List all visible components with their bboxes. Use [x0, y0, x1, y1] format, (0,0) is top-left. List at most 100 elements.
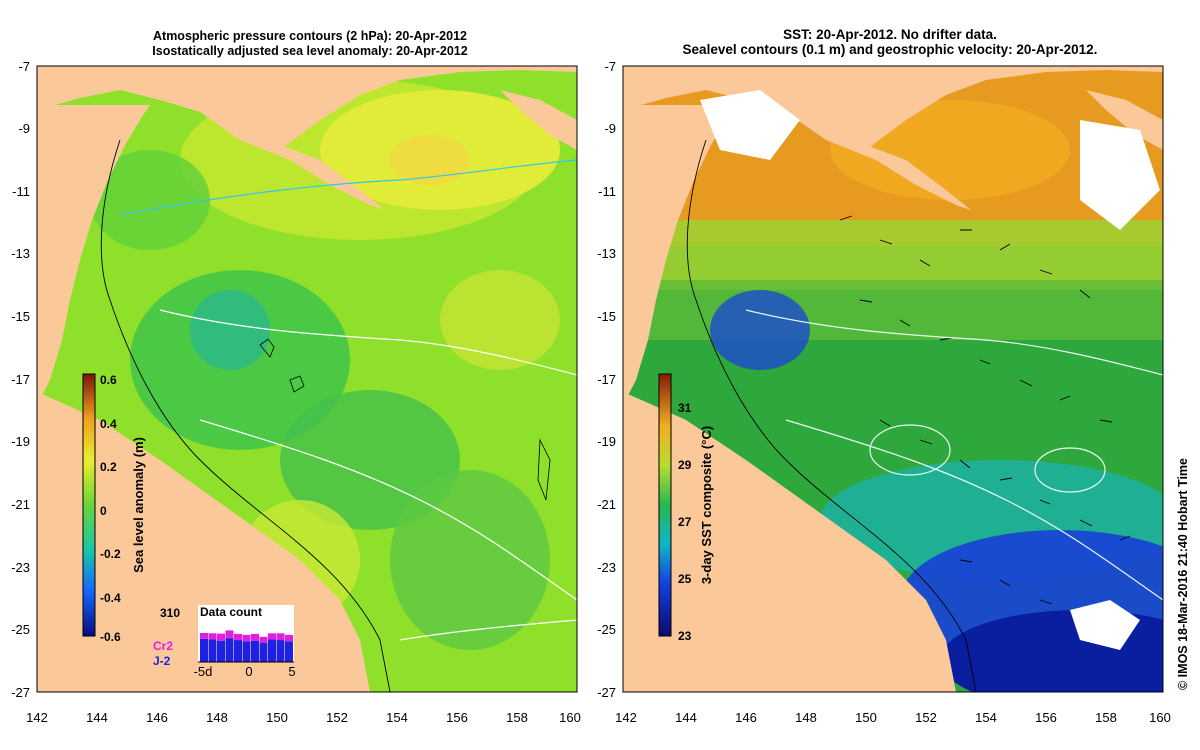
lon-tick: 146 — [735, 710, 757, 725]
imos-credit: © IMOS 18-Mar-2016 21:40 Hobart Time — [1176, 458, 1190, 690]
colorbar-tick: -0.4 — [100, 591, 121, 605]
bar-j2 — [208, 639, 217, 662]
data-count-xtick: 5 — [288, 664, 295, 679]
right-lat-ticks: -7 -9 -11 -13 -15 -17 -19 -21 -23 -25 -2… — [597, 59, 616, 700]
bar-j2 — [217, 640, 225, 662]
lat-tick: -27 — [597, 685, 616, 700]
lat-tick: -7 — [18, 59, 30, 74]
lat-tick: -21 — [597, 497, 616, 512]
colorbar-tick: -0.2 — [100, 547, 121, 561]
bar-cr2 — [217, 633, 225, 641]
cape-york-land-right — [623, 66, 736, 405]
colorbar-tick: 29 — [678, 458, 692, 472]
colorbar-tick: 0.4 — [100, 417, 117, 431]
lon-tick: 160 — [559, 710, 581, 725]
bar-cr2 — [234, 633, 242, 641]
left-lon-ticks: 142 144 146 148 150 152 154 156 158 160 — [26, 710, 581, 725]
data-count-max: 310 — [160, 606, 180, 620]
colorbar-tick: 25 — [678, 572, 692, 586]
bar-j2 — [259, 642, 268, 662]
bar-cr2 — [200, 632, 208, 639]
lat-tick: -23 — [597, 560, 616, 575]
bar-cr2 — [208, 633, 217, 640]
lat-tick: -19 — [11, 434, 30, 449]
colorbar-label: 3-day SST composite (°C) — [699, 426, 714, 584]
lat-tick: -13 — [11, 246, 30, 261]
lon-tick: 144 — [86, 710, 108, 725]
lat-tick: -23 — [11, 560, 30, 575]
new-guinea-land-right — [623, 66, 1163, 150]
bar-j2 — [242, 641, 251, 662]
australia-land-right — [623, 66, 956, 692]
australia-land — [37, 66, 370, 692]
bar-cr2 — [242, 634, 251, 642]
data-count-bars — [200, 630, 293, 662]
bar-j2 — [251, 640, 259, 662]
lon-tick: 146 — [146, 710, 168, 725]
left-title-line2: Isostatically adjusted sea level anomaly… — [152, 44, 468, 58]
lat-tick: -11 — [12, 184, 30, 199]
lat-tick: -13 — [597, 246, 616, 261]
colorbar-tick: -0.6 — [100, 630, 121, 644]
lat-tick: -15 — [11, 309, 30, 324]
bar-cr2 — [276, 633, 285, 641]
bar-j2 — [225, 638, 234, 662]
new-guinea-land — [37, 66, 577, 150]
left-map — [37, 66, 577, 692]
lat-tick: -9 — [18, 121, 30, 136]
colorbar-tick: 0 — [100, 504, 107, 518]
sla-colorbar: 0.6 0.4 0.2 0 -0.2 -0.4 -0.6 Sea level a… — [82, 373, 146, 644]
lon-tick: 158 — [1095, 710, 1117, 725]
lon-tick: 144 — [675, 710, 697, 725]
right-title-line2: Sealevel contours (0.1 m) and geostrophi… — [682, 42, 1098, 57]
series-label-j2: J-2 — [153, 654, 171, 668]
lon-tick: 148 — [795, 710, 817, 725]
lat-tick: -17 — [597, 372, 616, 387]
sst-colorbar: 31 29 27 25 23 3-day SST composite (°C) — [658, 373, 714, 643]
lon-tick: 160 — [1149, 710, 1171, 725]
lat-tick: -19 — [597, 434, 616, 449]
lon-tick: 152 — [915, 710, 937, 725]
lon-tick: 152 — [326, 710, 348, 725]
data-count-xtick: 0 — [245, 664, 252, 679]
lat-tick: -17 — [11, 372, 30, 387]
colorbar-tick: 31 — [678, 401, 692, 415]
lat-tick: -9 — [604, 121, 616, 136]
lon-tick: 156 — [1035, 710, 1057, 725]
colorbar-label: Sea level anomaly (m) — [131, 437, 146, 573]
lon-tick: 148 — [206, 710, 228, 725]
left-map-frame — [36, 65, 578, 693]
islands-land — [500, 90, 577, 150]
lon-tick: 158 — [506, 710, 528, 725]
bar-cr2 — [285, 634, 293, 642]
lon-tick: 154 — [386, 710, 408, 725]
bar-j2 — [285, 641, 293, 662]
colorbar-tick: 27 — [678, 515, 692, 529]
data-count-title: Data count — [200, 605, 262, 619]
lat-tick: -7 — [604, 59, 616, 74]
cape-york-land — [37, 66, 150, 405]
lon-tick: 142 — [26, 710, 48, 725]
bar-cr2 — [225, 630, 234, 639]
lat-tick: -11 — [598, 184, 616, 199]
lon-tick: 154 — [975, 710, 997, 725]
lat-tick: -27 — [11, 685, 30, 700]
bar-cr2 — [268, 633, 276, 640]
data-count-xtick: -5d — [194, 664, 213, 679]
bar-cr2 — [251, 633, 259, 641]
lon-tick: 142 — [615, 710, 637, 725]
bar-j2 — [234, 640, 242, 662]
lat-tick: -21 — [11, 497, 30, 512]
data-count-inset: Data count 310 Cr2 J-2 -5d 0 5 — [153, 605, 296, 679]
right-map — [623, 66, 1163, 692]
colorbar-tick: 0.2 — [100, 460, 117, 474]
colorbar-tick: 0.6 — [100, 373, 117, 387]
bar-cr2 — [259, 636, 268, 643]
bar-j2 — [276, 640, 285, 662]
lon-tick: 156 — [446, 710, 468, 725]
lon-tick: 150 — [266, 710, 288, 725]
papuan-peninsula — [240, 140, 385, 210]
series-label-cr2: Cr2 — [153, 639, 173, 653]
colorbar-tick: 23 — [678, 629, 692, 643]
